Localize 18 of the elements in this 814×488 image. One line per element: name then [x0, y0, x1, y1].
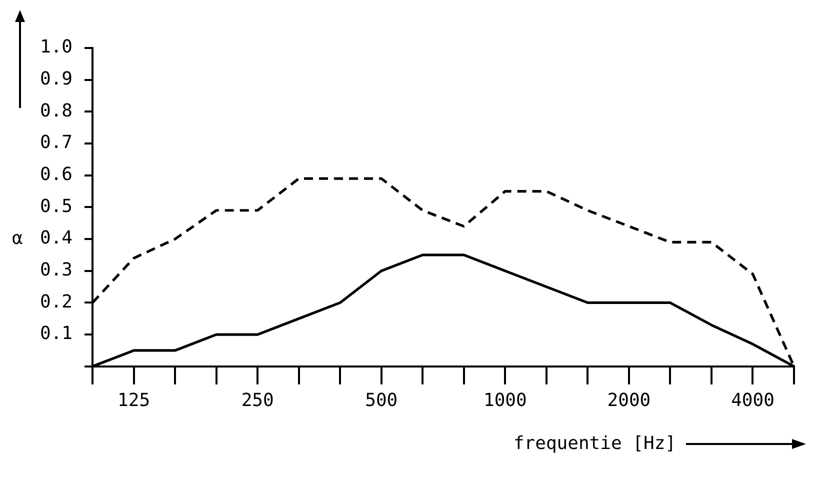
y-tick-label: 1.0 — [40, 36, 73, 58]
y-tick-label: 0.6 — [40, 164, 73, 186]
y-tick-label: 0.4 — [40, 228, 73, 249]
y-tick-label: 0.9 — [40, 68, 73, 90]
x-axis-title: frequentie [Hz] — [513, 433, 676, 454]
y-tick-label: 0.5 — [40, 196, 73, 217]
y-tick-label: 0.1 — [40, 323, 73, 344]
x-tick-label: 2000 — [607, 390, 651, 411]
y-tick-label: 0.8 — [40, 100, 73, 122]
x-tick-label: 250 — [241, 390, 274, 411]
x-tick-label: 1000 — [483, 390, 527, 411]
y-tick-label: 0.3 — [40, 260, 73, 281]
x-tick-label: 4000 — [731, 390, 774, 411]
y-tick-label: 0.2 — [40, 291, 73, 312]
y-tick-label: 0.7 — [40, 132, 73, 154]
y-axis-title: α — [12, 228, 23, 249]
x-tick-label: 125 — [118, 390, 150, 411]
x-tick-label: 500 — [365, 390, 398, 411]
